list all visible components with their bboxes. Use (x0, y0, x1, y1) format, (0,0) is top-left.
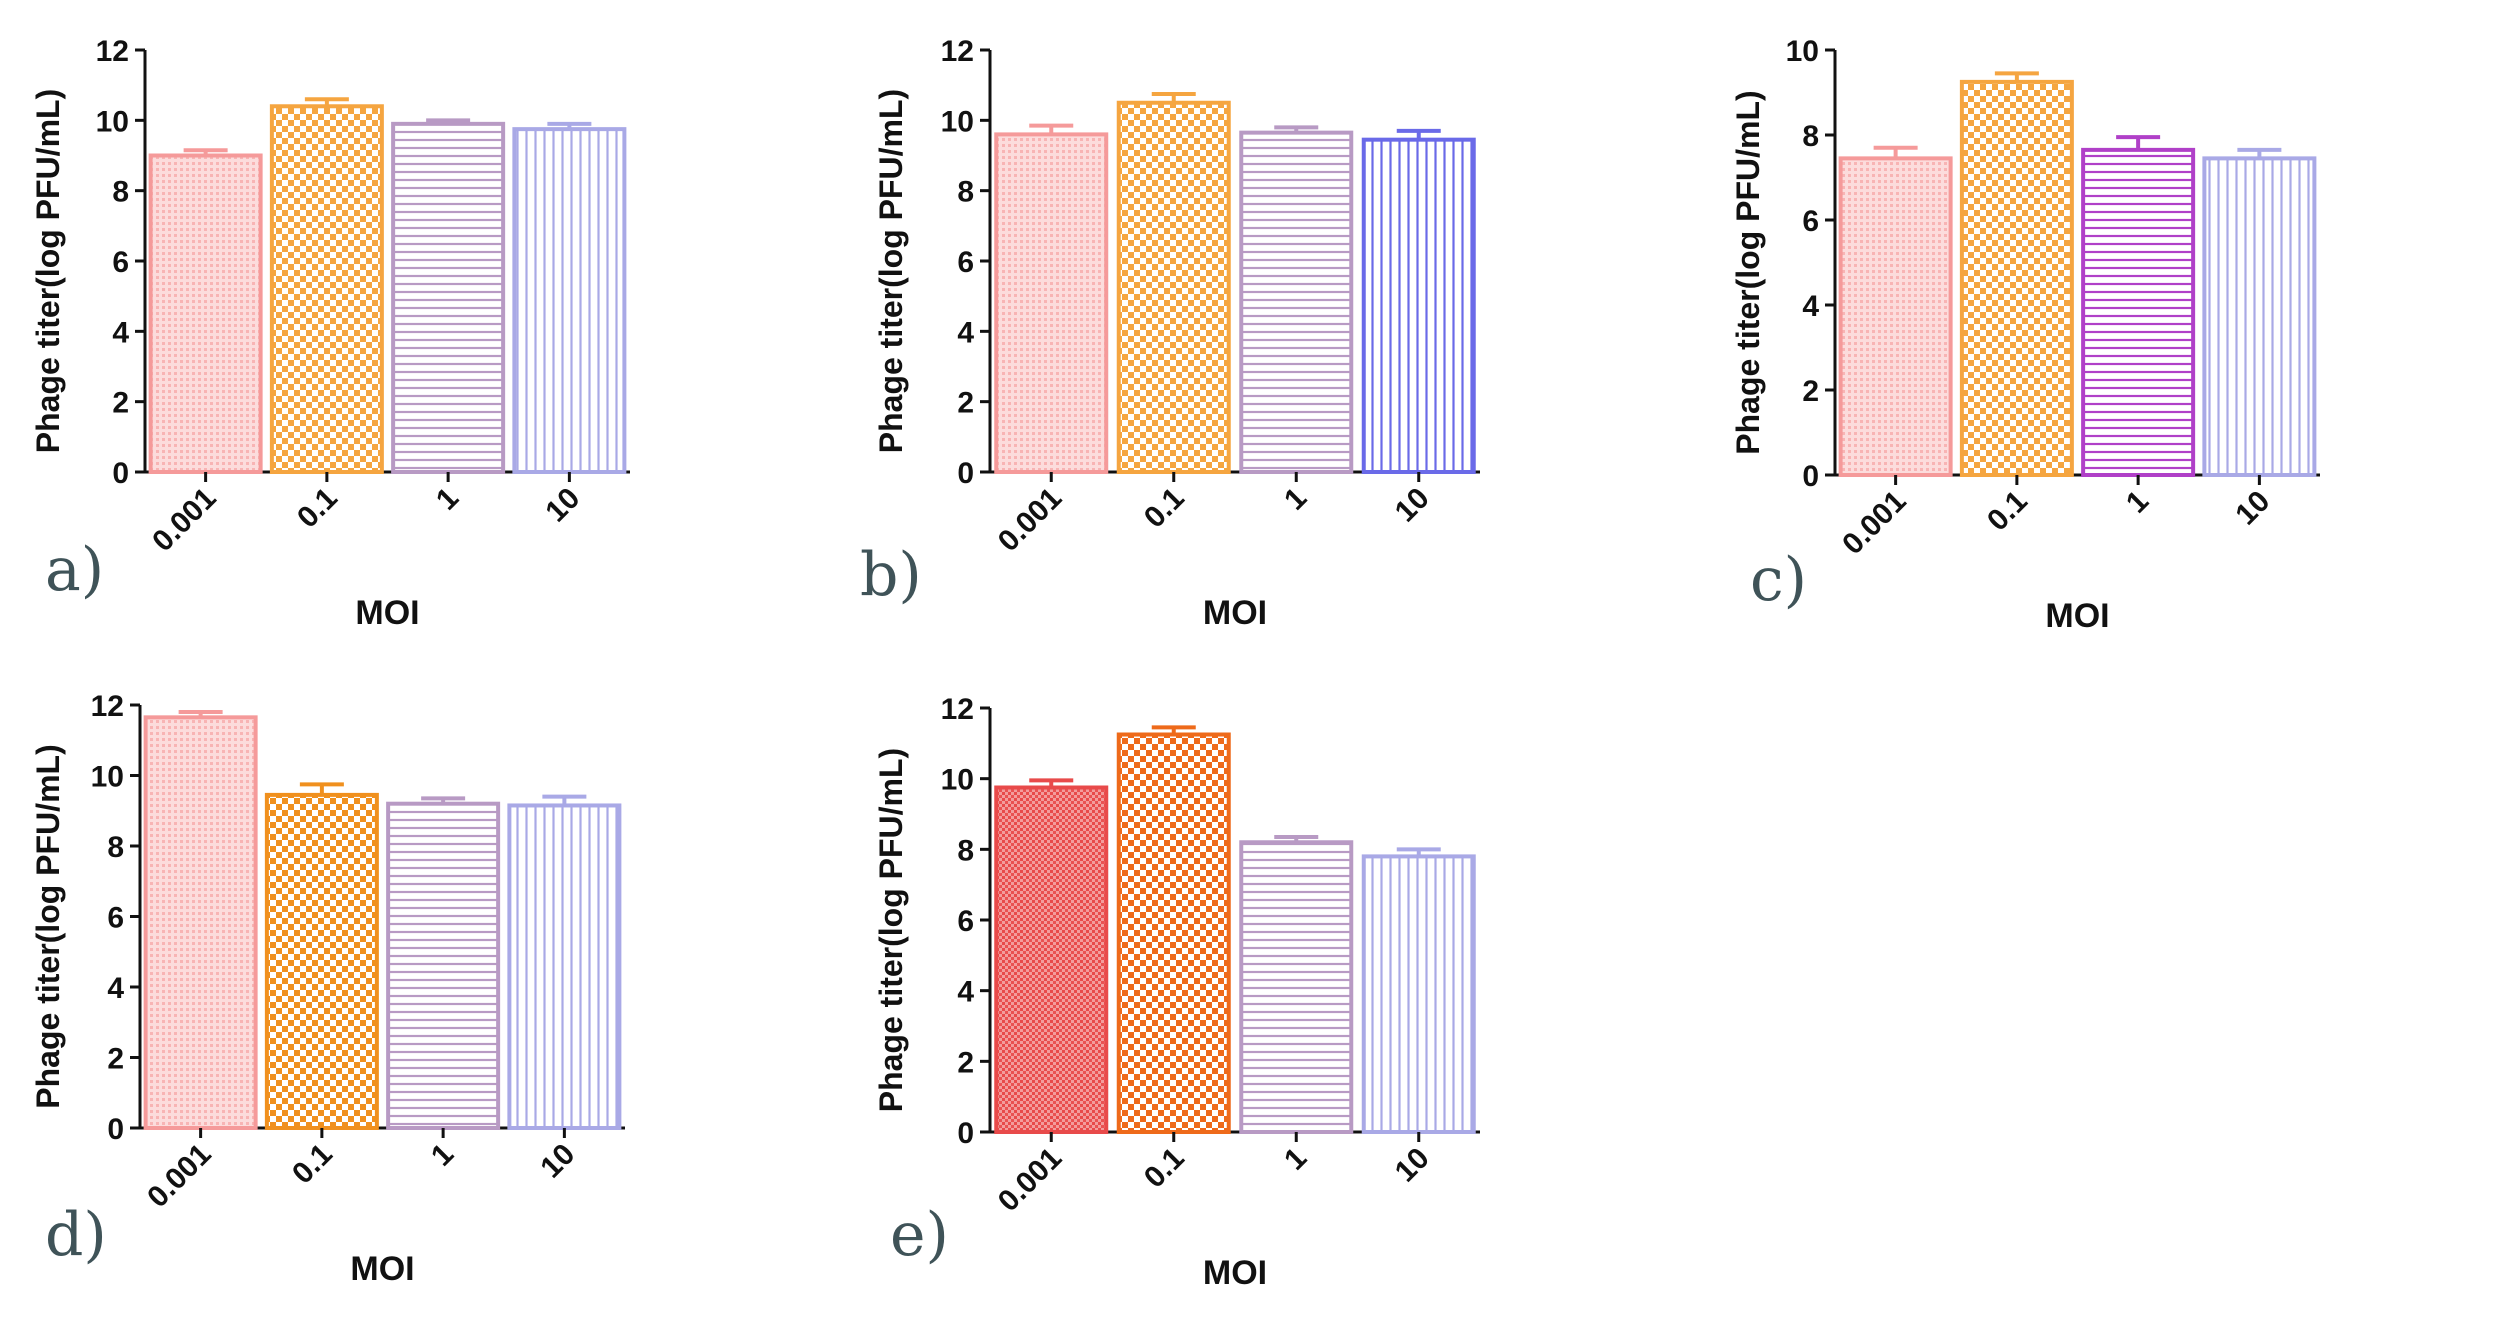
bar-10 (1361, 854, 1476, 1135)
panel-label: a) (45, 535, 104, 605)
y-tick-label: 8 (107, 831, 124, 864)
chart-panel-1: 0 2 4 6 8 10 12 Phage titer(log PFU/mL) 0.001 0.1… (30, 35, 630, 632)
x-tick-label: 1 (1278, 482, 1313, 517)
x-axis-label: MOI (1203, 594, 1267, 632)
bar-0.001 (994, 785, 1109, 1134)
panel-label: d) (45, 1200, 107, 1270)
x-tick-label: 10 (539, 482, 586, 529)
y-tick-label: 4 (107, 972, 124, 1005)
y-tick-label: 8 (957, 834, 974, 867)
y-tick-label: 0 (1802, 460, 1819, 493)
bar-1 (386, 801, 501, 1130)
x-tick-label: 0.001 (141, 1138, 217, 1214)
bar-0.001 (994, 132, 1109, 474)
y-tick-label: 12 (91, 690, 124, 723)
x-tick-label: 0.1 (291, 482, 344, 535)
x-axis-label: MOI (1203, 1254, 1267, 1292)
y-tick-label: 10 (941, 764, 974, 797)
y-tick-label: 6 (957, 246, 974, 279)
x-tick-label: 1 (430, 482, 465, 517)
bar-10 (512, 127, 627, 474)
y-tick-label: 12 (941, 35, 974, 68)
x-tick-label: 0.1 (1138, 1142, 1191, 1195)
y-axis-label: Phage titer(log PFU/mL) (30, 744, 66, 1108)
y-tick-label: 4 (957, 316, 974, 349)
x-tick-label: 1 (1278, 1142, 1313, 1177)
bar-0.1 (1116, 100, 1231, 474)
y-tick-label: 0 (112, 457, 129, 490)
x-tick-label: 0.001 (992, 482, 1068, 558)
x-tick-label: 0.001 (992, 1142, 1068, 1218)
x-axis-label: MOI (350, 1250, 414, 1288)
x-tick-label: 10 (1389, 482, 1436, 529)
x-tick-label: 10 (534, 1138, 581, 1185)
x-tick-label: 10 (2229, 485, 2276, 532)
bar-1 (2081, 147, 2196, 477)
bar-1 (1239, 130, 1354, 474)
y-axis-label: Phage titer(log PFU/mL) (1730, 90, 1766, 454)
bar-0.001 (148, 153, 263, 474)
chart-panel-3: 0 2 4 6 8 10 Phage titer(log PFU/mL) 0.001 0.1 1 1… (1730, 35, 2320, 635)
y-tick-label: 0 (107, 1113, 124, 1146)
bar-1 (391, 121, 506, 474)
y-tick-label: 10 (941, 105, 974, 138)
bar-10 (507, 803, 622, 1131)
y-tick-label: 2 (107, 1043, 124, 1076)
bar-10 (2202, 156, 2317, 477)
bar-0.1 (1959, 79, 2074, 477)
panel-label: b) (860, 540, 922, 610)
x-tick-label: 1 (2120, 485, 2155, 520)
y-tick-label: 8 (112, 176, 129, 209)
bar-0.001 (1838, 156, 1953, 477)
y-tick-label: 12 (96, 35, 129, 68)
y-tick-label: 2 (957, 387, 974, 420)
x-axis-label: MOI (355, 594, 419, 632)
y-tick-label: 2 (1802, 375, 1819, 408)
x-tick-label: 0.1 (286, 1138, 339, 1191)
bar-10 (1361, 137, 1476, 475)
x-tick-label: 0.1 (1138, 482, 1191, 535)
y-tick-label: 6 (1802, 205, 1819, 238)
x-tick-label: 0.001 (146, 482, 222, 558)
y-tick-label: 8 (1802, 120, 1819, 153)
y-tick-label: 10 (1786, 35, 1819, 68)
y-tick-label: 2 (112, 387, 129, 420)
bar-0.1 (1116, 732, 1231, 1134)
x-tick-label: 0.001 (1836, 485, 1912, 561)
y-tick-label: 2 (957, 1046, 974, 1079)
chart-panel-5: 0 2 4 6 8 10 12 Phage titer(log PFU/mL) 0.001 0.1… (873, 693, 1480, 1292)
y-axis-label: Phage titer(log PFU/mL) (873, 89, 909, 453)
y-tick-label: 8 (957, 176, 974, 209)
panel-label: e) (890, 1200, 949, 1270)
bar-0.1 (264, 792, 379, 1130)
x-tick-label: 1 (425, 1138, 460, 1173)
y-tick-label: 10 (91, 761, 124, 794)
y-tick-label: 6 (112, 246, 129, 279)
y-axis-label: Phage titer(log PFU/mL) (873, 748, 909, 1112)
x-axis-label: MOI (2045, 597, 2109, 635)
x-tick-label: 0.1 (1981, 485, 2034, 538)
y-tick-label: 10 (96, 105, 129, 138)
y-tick-label: 12 (941, 693, 974, 726)
y-axis-label: Phage titer(log PFU/mL) (30, 89, 66, 453)
x-tick-label: 10 (1389, 1142, 1436, 1189)
y-tick-label: 0 (957, 457, 974, 490)
y-tick-label: 0 (957, 1117, 974, 1150)
chart-panel-4: 0 2 4 6 8 10 12 Phage titer(log PFU/mL) 0.001 0.1… (30, 690, 625, 1288)
bar-0.001 (143, 715, 258, 1131)
y-tick-label: 4 (957, 976, 974, 1009)
y-tick-label: 4 (1802, 290, 1819, 323)
y-tick-label: 4 (112, 316, 129, 349)
bar-1 (1239, 840, 1354, 1134)
y-tick-label: 6 (957, 905, 974, 938)
chart-panel-2: 0 2 4 6 8 10 12 Phage titer(log PFU/mL) 0.001 0.1… (860, 35, 1480, 632)
bar-0.1 (269, 104, 384, 475)
y-tick-label: 6 (107, 902, 124, 935)
panel-label: c) (1750, 545, 1807, 615)
